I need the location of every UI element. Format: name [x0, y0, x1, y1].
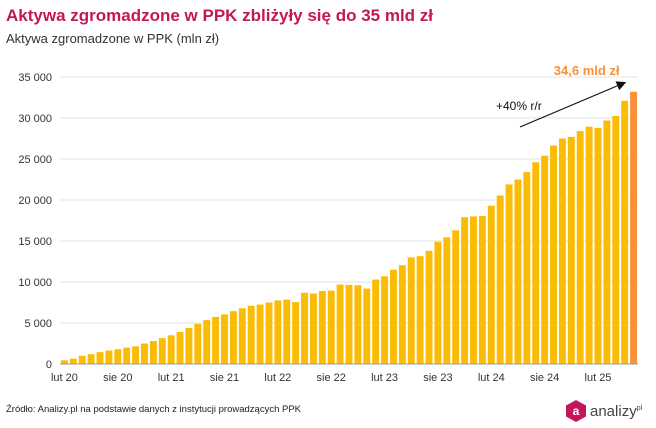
bar: [318, 291, 326, 364]
bar: [309, 293, 317, 364]
final-value-label: 34,6 mld zł: [554, 63, 620, 78]
bar: [247, 305, 255, 364]
bar: [514, 179, 522, 364]
bar: [105, 350, 113, 364]
bar: [461, 217, 469, 364]
bar: [167, 335, 175, 364]
bar: [336, 284, 344, 364]
bar: [149, 341, 157, 364]
bar: [203, 320, 211, 364]
x-tick-label: sie 24: [530, 372, 559, 384]
bar: [416, 256, 424, 364]
bar: [354, 285, 362, 364]
bar: [478, 215, 486, 364]
bar: [576, 131, 584, 364]
bar: [594, 127, 602, 364]
bar: [176, 332, 184, 364]
bar: [496, 195, 504, 364]
y-tick-label: 30 000: [18, 113, 52, 125]
x-tick-label: lut 22: [264, 372, 291, 384]
x-tick-label: lut 20: [51, 372, 78, 384]
bar: [567, 136, 575, 364]
bar: [425, 250, 433, 364]
bar: [558, 138, 566, 364]
bar: [212, 316, 220, 364]
bar: [114, 349, 122, 364]
logo-mark-icon: a: [566, 400, 586, 422]
bar: [274, 300, 282, 364]
bar: [621, 100, 629, 364]
bar: [345, 284, 353, 364]
bar: [550, 145, 557, 364]
bar: [523, 172, 531, 364]
analizy-logo: a analizypl: [566, 398, 642, 424]
bar: [381, 276, 389, 364]
bar: [141, 343, 148, 364]
bar: [96, 352, 104, 364]
bar: [69, 358, 77, 364]
bar: [327, 290, 335, 364]
bar: [603, 120, 611, 365]
bar: [487, 205, 495, 364]
bar: [60, 360, 68, 364]
bar: [256, 304, 264, 364]
y-tick-label: 20 000: [18, 195, 52, 207]
y-tick-label: 10 000: [18, 277, 52, 289]
x-tick-label: sie 20: [103, 372, 132, 384]
bar: [541, 155, 549, 364]
bar: [398, 265, 406, 364]
bar: [612, 115, 620, 364]
x-tick-label: lut 24: [478, 372, 505, 384]
bar: [238, 308, 246, 364]
bar: [185, 327, 193, 364]
y-tick-label: 15 000: [18, 236, 52, 248]
bar-chart: 0 5 000 10 000 15 000 20 000 25 000 30 000 35 0…: [18, 63, 638, 384]
chart-title: Aktywa zgromadzone w PPK zbliżyły się do…: [6, 6, 433, 25]
bar: [194, 323, 202, 364]
bar: [470, 216, 477, 364]
bar: [505, 184, 513, 364]
bar: [434, 241, 442, 364]
bar: [78, 355, 86, 364]
bar: [363, 288, 371, 364]
y-tick-label: 5 000: [24, 318, 52, 330]
x-tick-label: sie 21: [210, 372, 239, 384]
bar: [87, 354, 95, 364]
bar: [221, 314, 228, 364]
bar: [132, 346, 140, 364]
x-tick-label: lut 23: [371, 372, 398, 384]
bar: [389, 269, 397, 364]
bar: [283, 299, 291, 364]
growth-label: +40% r/r: [496, 99, 542, 113]
x-tick-label: lut 25: [585, 372, 612, 384]
bar: [532, 162, 540, 364]
bar: [301, 292, 309, 364]
bar: [452, 230, 460, 364]
source-note: Źródło: Analizy.pl na podstawie danych z…: [6, 404, 302, 415]
bar: [585, 126, 593, 364]
bar: [630, 91, 638, 364]
bar: [229, 311, 237, 364]
y-tick-label: 0: [46, 359, 52, 371]
bar: [407, 257, 415, 364]
bar: [265, 302, 273, 364]
x-tick-label: sie 23: [423, 372, 452, 384]
bar: [443, 237, 451, 364]
bar: [123, 347, 131, 364]
bar: [372, 279, 380, 364]
y-tick-label: 35 000: [18, 72, 52, 84]
chart-subtitle: Aktywa zgromadzone w PPK (mln zł): [6, 31, 220, 46]
growth-arrow: [519, 81, 627, 128]
x-tick-label: sie 22: [317, 372, 346, 384]
y-tick-label: 25 000: [18, 154, 52, 166]
x-tick-label: lut 21: [158, 372, 185, 384]
bar: [292, 302, 300, 364]
logo-text: analizypl: [590, 402, 643, 420]
bar: [158, 338, 166, 364]
